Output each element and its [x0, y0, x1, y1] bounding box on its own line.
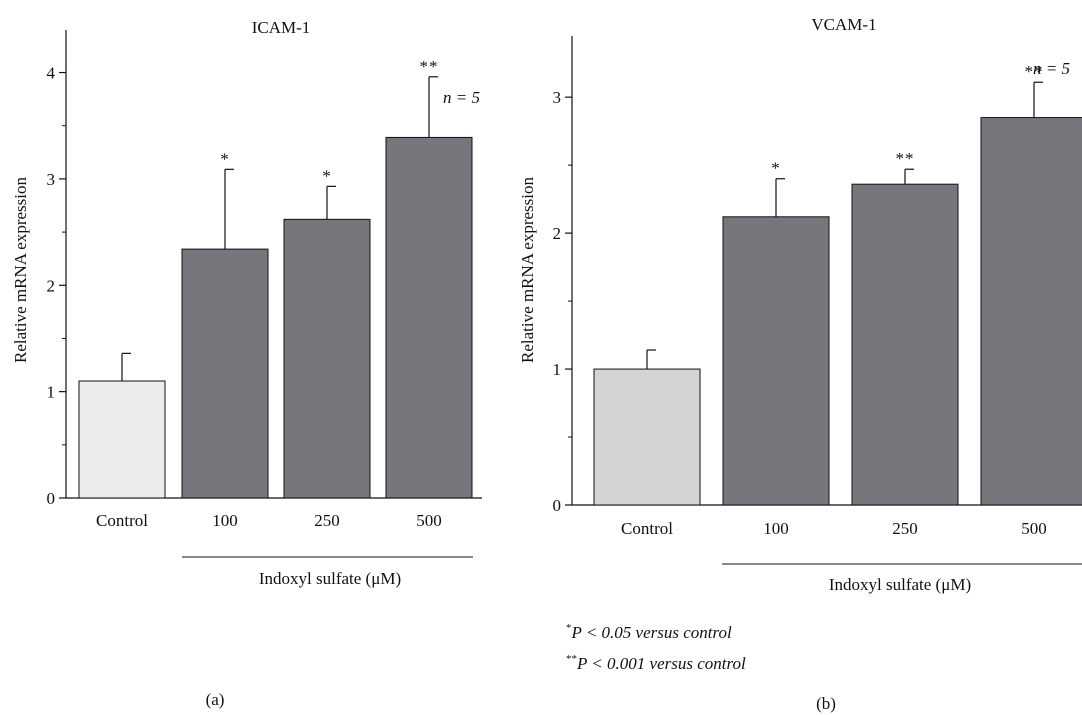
bar-500: [385, 136, 473, 499]
significance-footnotes: *P < 0.05 versus control **P < 0.001 ver…: [566, 622, 746, 673]
x-tick-label: 250: [314, 511, 340, 530]
footnote-2-text: P < 0.001 versus control: [576, 654, 746, 673]
chart-title: VCAM-1: [811, 15, 876, 34]
footnote-1-marker: *: [566, 622, 572, 634]
y-tick-label: 3: [553, 88, 562, 107]
significance-marker: **: [896, 149, 915, 168]
x-tick-label: 250: [892, 519, 918, 538]
x-group-label: Indoxyl sulfate (μM): [829, 575, 971, 594]
sample-size-label: n = 5: [1033, 59, 1070, 78]
panel-b-vcam1-chart: VCAM-1 0 1 2 3 Relative mRNA expression Contro…: [518, 15, 1082, 713]
panel-a-icam1-chart: ICAM-1 0 1 2 3 4 Relative mRNA expression Contr…: [11, 18, 482, 709]
bar-control: [593, 368, 701, 506]
y-tick-label: 0: [47, 489, 56, 508]
footnote-2-marker: **: [566, 653, 577, 665]
significance-marker: *: [322, 166, 332, 185]
footnote-1: *P < 0.05 versus control: [566, 622, 732, 642]
x-tick-label: 100: [763, 519, 789, 538]
x-tick-label: Control: [621, 519, 673, 538]
x-tick-label: 100: [212, 511, 238, 530]
bar-100: [722, 216, 830, 506]
y-tick-label: 1: [47, 383, 56, 402]
bar-100: [181, 248, 269, 499]
bar-control: [78, 380, 166, 499]
bar-250: [283, 218, 371, 499]
significance-marker: *: [220, 149, 230, 168]
footnote-1-text: P < 0.05 versus control: [571, 623, 732, 642]
x-tick-label: 500: [1021, 519, 1047, 538]
x-tick-label: 500: [416, 511, 442, 530]
y-tick-label: 2: [47, 276, 56, 295]
bar-500: [980, 117, 1082, 506]
x-tick-label: Control: [96, 511, 148, 530]
footnote-2: **P < 0.001 versus control: [566, 653, 746, 673]
y-tick-label: 2: [553, 224, 562, 243]
significance-marker: **: [420, 57, 439, 76]
significance-marker: **: [1025, 62, 1044, 81]
sample-size-label: n = 5: [443, 88, 480, 107]
y-tick-label: 0: [553, 496, 562, 515]
y-axis-title: Relative mRNA expression: [11, 176, 30, 363]
y-tick-label: 3: [47, 170, 56, 189]
panel-label: (b): [816, 694, 836, 713]
significance-marker: *: [771, 159, 781, 178]
y-tick-label: 4: [47, 64, 56, 83]
x-group-label: Indoxyl sulfate (μM): [259, 569, 401, 588]
chart-title: ICAM-1: [252, 18, 311, 37]
panel-label: (a): [206, 690, 225, 709]
bar-250: [851, 183, 959, 506]
y-tick-label: 1: [553, 360, 562, 379]
y-axis-title: Relative mRNA expression: [518, 176, 537, 363]
